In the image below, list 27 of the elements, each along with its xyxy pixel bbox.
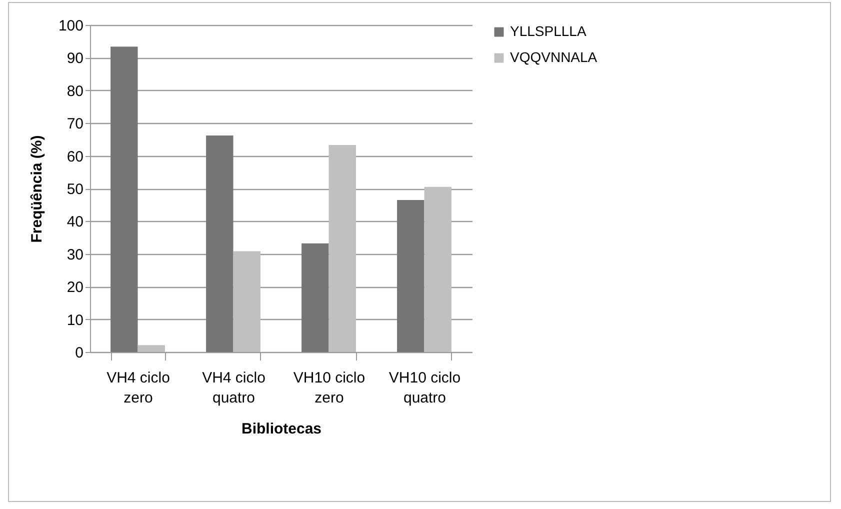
y-tick-label: 100 — [58, 18, 84, 34]
y-tick-label: 90 — [66, 50, 84, 68]
x-tick-label: VH4 ciclo quatro — [202, 370, 266, 406]
bar — [302, 243, 329, 352]
bar — [397, 200, 424, 352]
y-tick-label: 10 — [66, 312, 84, 329]
y-tick-label: 30 — [66, 246, 84, 264]
bar — [424, 186, 452, 352]
x-tick-label: VH10 ciclo zero — [293, 370, 366, 406]
legend-label: VQQVNNALA — [510, 49, 598, 65]
y-tick-label: 40 — [66, 214, 84, 231]
y-axis-title: Freqüência (%) — [28, 135, 46, 243]
y-tick-label: 50 — [66, 181, 84, 198]
y-tick-label: 80 — [66, 82, 84, 100]
y-tick-label: 60 — [66, 148, 84, 166]
bar — [206, 136, 234, 352]
legend-label: YLLSPLLLA — [510, 23, 587, 39]
x-axis-title: Bibliotecas — [241, 420, 322, 438]
bar — [328, 145, 356, 352]
x-tick-label: VH4 ciclo zero — [106, 370, 170, 406]
y-tick-label: 70 — [66, 116, 84, 133]
bar — [138, 345, 165, 352]
bar — [110, 46, 138, 352]
x-tick-label: VH10 ciclo quatro — [388, 370, 461, 406]
y-tick-label: 20 — [66, 279, 84, 296]
y-tick-label: 0 — [75, 344, 84, 362]
bar — [233, 251, 260, 352]
